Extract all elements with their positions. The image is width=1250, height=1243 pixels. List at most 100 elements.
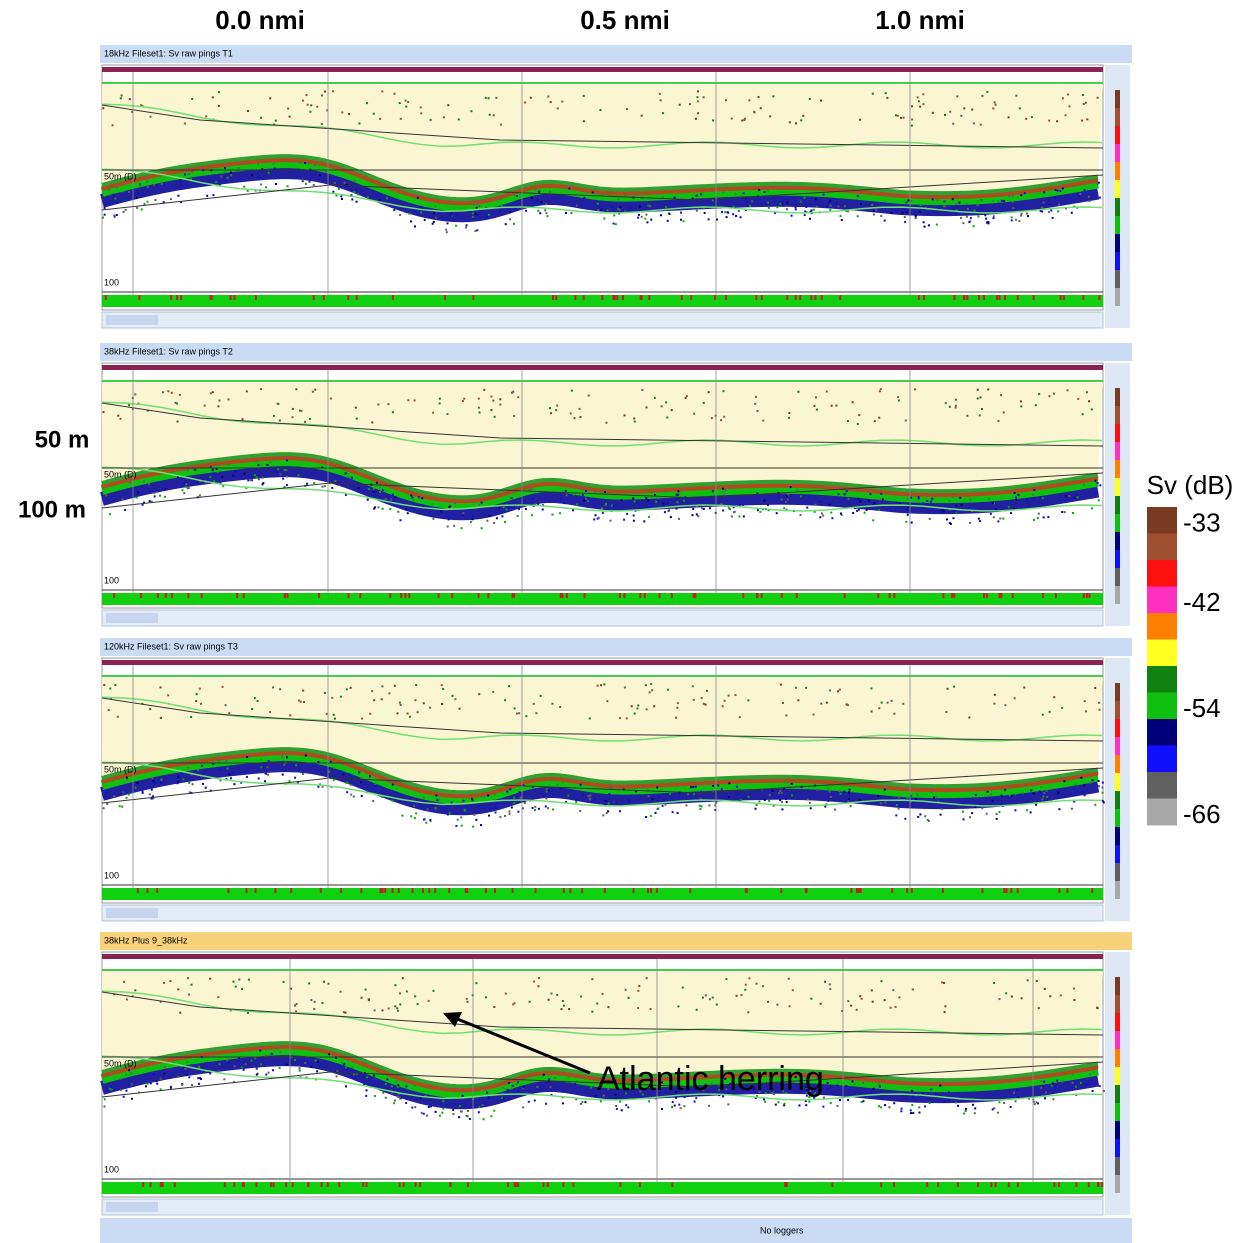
echo-dot — [455, 824, 458, 827]
window-title-bar — [100, 45, 1132, 63]
echo-dot — [1066, 498, 1069, 501]
band-tick — [569, 888, 572, 893]
fish-dot — [305, 94, 308, 97]
echo-dot — [449, 214, 452, 217]
mini-scale — [1115, 827, 1120, 845]
echo-dot — [872, 213, 875, 216]
fish-dot — [1035, 979, 1038, 982]
echo-dot — [1091, 1090, 1094, 1093]
echo-dot — [140, 208, 143, 211]
echo-dot — [780, 202, 783, 205]
band-tick — [1007, 1182, 1010, 1187]
scrollbar — [101, 311, 1104, 329]
echo-dot — [204, 786, 207, 789]
echo-dot — [587, 500, 590, 503]
echo-dot — [335, 1056, 338, 1059]
echo-dot — [259, 1049, 262, 1052]
echo-dot — [517, 810, 520, 813]
echo-dot — [159, 494, 162, 497]
bottom-echo — [100, 751, 1099, 805]
echo-dot — [153, 184, 156, 187]
echo-dot — [805, 205, 808, 208]
echo-dot — [531, 514, 534, 517]
echo-dot — [1092, 1071, 1095, 1074]
echo-dot — [418, 497, 421, 500]
fish-dot — [894, 1005, 897, 1008]
echo-dot — [115, 214, 118, 217]
echo-dot — [617, 208, 620, 211]
echo-dot — [789, 485, 792, 488]
fish-dot — [134, 989, 137, 992]
echo-dot — [1051, 216, 1054, 219]
echo-dot — [682, 499, 685, 502]
echo-dot — [848, 789, 851, 792]
echo-dot — [410, 815, 413, 818]
fish-dot — [883, 999, 886, 1002]
band-tick — [694, 593, 697, 598]
echo-dot — [448, 505, 451, 508]
fish-dot — [738, 716, 741, 719]
fish-dot — [637, 704, 640, 707]
echo-dot — [645, 497, 648, 500]
fish-dot — [128, 404, 131, 407]
band-tick — [347, 295, 350, 300]
echo-dot — [679, 211, 682, 214]
fish-dot — [810, 997, 813, 1000]
fish-dot — [829, 689, 832, 692]
band-tick — [1054, 593, 1057, 598]
echo-dot — [472, 825, 475, 828]
echo-dot — [909, 794, 912, 797]
fish-dot — [946, 687, 949, 690]
echo-dot — [579, 783, 582, 786]
echo-dot — [333, 182, 336, 185]
echo-dot — [512, 222, 515, 225]
band-tick — [437, 593, 440, 598]
echo-dot — [398, 1096, 401, 1099]
echo-dot — [218, 1063, 221, 1066]
echo-dot — [752, 1088, 755, 1091]
echo-dot — [437, 798, 440, 801]
fish-dot — [209, 977, 212, 980]
echo-dot — [492, 799, 495, 802]
echo-dot — [219, 482, 222, 485]
echo-dot — [378, 486, 381, 489]
band-tick — [156, 593, 159, 598]
fish-dot — [1083, 700, 1086, 703]
echo-dot — [384, 1083, 387, 1086]
fish-dot — [700, 696, 703, 699]
band-tick — [603, 888, 606, 893]
echo-dot — [536, 198, 539, 201]
fish-dot — [167, 694, 170, 697]
water-column — [102, 678, 1103, 793]
echo-dot — [677, 493, 680, 496]
mini-scale — [1115, 198, 1120, 216]
echo-dot — [921, 1092, 924, 1095]
mini-scale — [1115, 162, 1120, 180]
echo-dot — [834, 808, 837, 811]
fish-dot — [735, 994, 738, 997]
fish-dot — [702, 401, 705, 404]
echo-dot — [304, 1062, 307, 1065]
echo-dot — [926, 499, 929, 502]
fish-dot — [723, 415, 726, 418]
fish-dot — [638, 985, 641, 988]
fish-dot — [348, 112, 351, 115]
echo-dot — [699, 807, 702, 810]
echo-dot — [243, 472, 246, 475]
echo-dot — [930, 790, 933, 793]
echo-dot — [575, 801, 578, 804]
echo-dot — [860, 1101, 863, 1104]
fish-dot — [1096, 96, 1099, 99]
scroll-thumb — [106, 908, 158, 918]
echo-dot — [405, 1085, 408, 1088]
band-tick — [953, 593, 956, 598]
echo-dot — [799, 200, 802, 203]
band-tick — [290, 888, 293, 893]
echo-dot — [412, 499, 415, 502]
band-tick — [384, 888, 387, 893]
echo-dot — [228, 773, 231, 776]
fish-dot — [626, 108, 629, 111]
echo-dot — [227, 463, 230, 466]
echo-dot — [963, 1112, 966, 1115]
echo-dot — [328, 1053, 331, 1056]
